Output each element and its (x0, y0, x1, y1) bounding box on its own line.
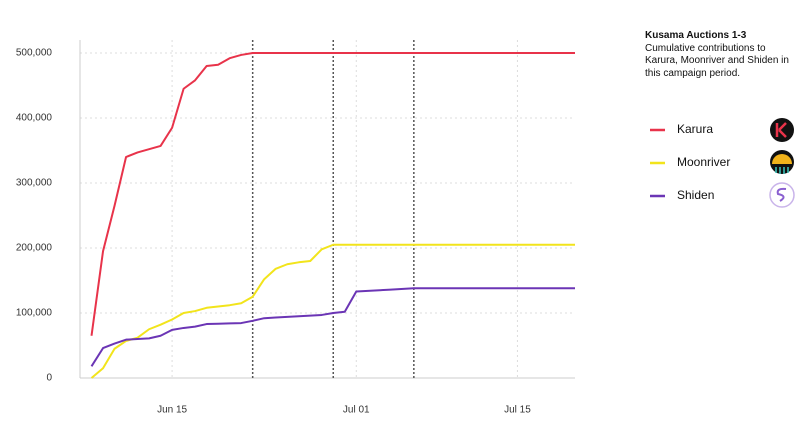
y-tick-label: 500,000 (16, 48, 53, 59)
x-tick-label: Jun 15 (157, 405, 187, 416)
karura-icon (770, 118, 794, 142)
y-tick-label: 300,000 (16, 178, 53, 189)
legend-label: Moonriver (677, 155, 730, 169)
side-panel: Kusama Auctions 1-3 Cumulative contribut… (645, 30, 800, 80)
legend: Karura Moonriver Shiden (650, 118, 795, 208)
shiden-icon (769, 182, 795, 208)
legend-label: Shiden (677, 188, 714, 202)
moonriver-icon (770, 150, 794, 174)
y-tick-label: 400,000 (16, 113, 53, 124)
x-tick-label: Jul 15 (504, 405, 531, 416)
x-tick-label: Jul 01 (343, 405, 370, 416)
series-line (90, 52, 575, 336)
y-tick-label: 100,000 (16, 308, 53, 319)
y-tick-label: 200,000 (16, 243, 53, 254)
chart-title: Kusama Auctions 1-3 (645, 30, 747, 41)
y-tick-label: 0 (46, 373, 52, 384)
chart-subtitle: Cumulative contributions to Karura, Moon… (645, 42, 789, 79)
legend-label: Karura (677, 122, 713, 136)
series-line (90, 287, 575, 367)
chart: 0 100,000 200,000 300,000 400,000 500,000 Jun … (16, 40, 575, 416)
